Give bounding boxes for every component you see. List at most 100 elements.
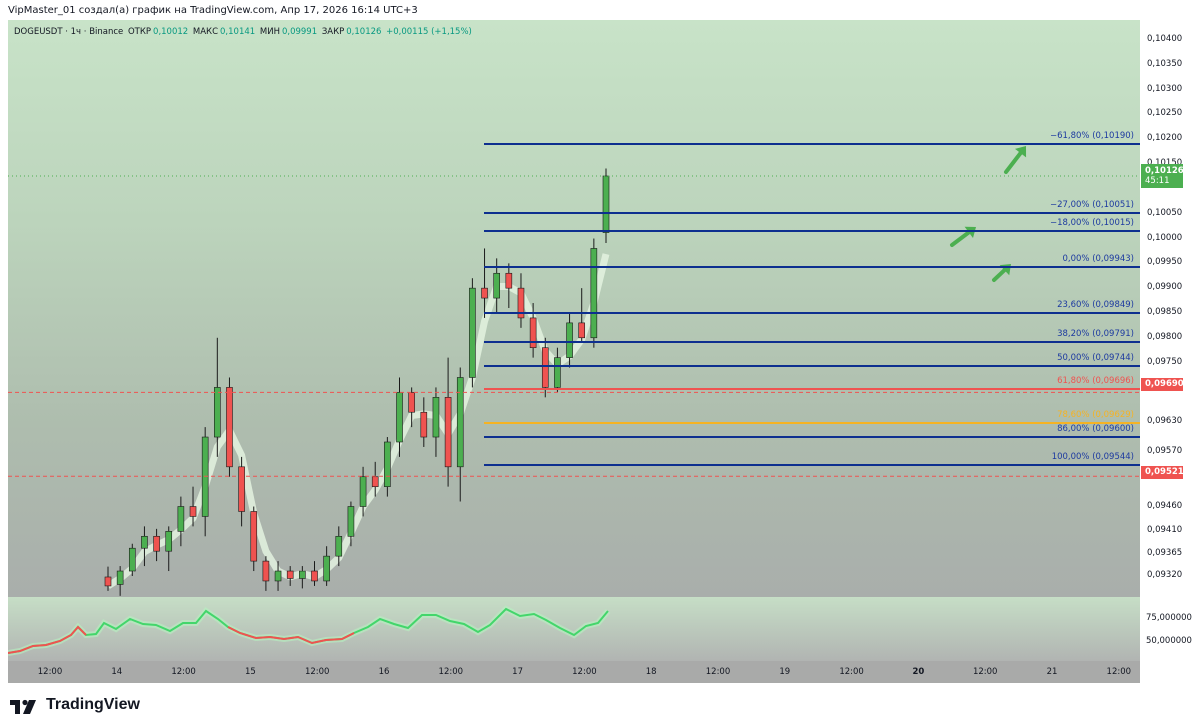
- candle[interactable]: [262, 556, 270, 591]
- tradingview-logo-icon: [10, 699, 36, 714]
- candle[interactable]: [444, 357, 452, 487]
- time-axis-label: 20: [912, 667, 925, 677]
- fib-level-line[interactable]: [484, 364, 1140, 367]
- price-axis-label: 0,09630: [1147, 416, 1183, 427]
- candle[interactable]: [469, 278, 476, 388]
- fib-level-label: −27,00% (0,10051): [1049, 200, 1134, 211]
- candle[interactable]: [104, 566, 112, 591]
- price-axis-label: 0,09750: [1147, 356, 1183, 367]
- fib-level-line[interactable]: [484, 212, 1140, 215]
- price-axis-label: 0,10150: [1147, 158, 1182, 168]
- price-axis-label: 0,10350: [1147, 58, 1183, 69]
- time-axis-label: 14: [111, 667, 123, 677]
- candle[interactable]: [505, 263, 513, 308]
- symbol-name[interactable]: DOGEUSDT · 1ч · Binance: [14, 27, 124, 37]
- time-axis-label: 12:00: [1106, 667, 1132, 677]
- candle[interactable]: [165, 526, 173, 572]
- high-value: 0,10141: [220, 27, 256, 37]
- fib-level-line[interactable]: [484, 265, 1140, 268]
- candle[interactable]: [201, 427, 209, 537]
- price-axis-label: 0,09320: [1147, 570, 1183, 580]
- candle[interactable]: [177, 496, 185, 547]
- candle[interactable]: [250, 506, 258, 572]
- fib-level-label: 61,80% (0,09696): [1057, 376, 1134, 387]
- price-axis-label: 0,09460: [1147, 500, 1183, 511]
- candle[interactable]: [335, 526, 343, 567]
- close-label: ЗАКР: [321, 27, 345, 37]
- oscillator-line[interactable]: [8, 607, 609, 654]
- time-axis-label: 12:00: [972, 667, 998, 677]
- candle[interactable]: [590, 238, 598, 348]
- fib-level-label: 23,60% (0,09849): [1057, 300, 1134, 311]
- price-axis-label: 0,10200: [1147, 133, 1183, 144]
- candle[interactable]: [116, 566, 124, 596]
- oscillator-level-75: 75,000000: [1146, 613, 1192, 623]
- candle[interactable]: [153, 528, 160, 562]
- open-label: ОТКР: [127, 27, 152, 37]
- bar-countdown: 45:11: [1145, 176, 1170, 186]
- oscillator-svg[interactable]: [8, 597, 1140, 661]
- high-label: МАКС: [192, 27, 219, 37]
- candle[interactable]: [214, 337, 221, 457]
- time-axis-label: 12:00: [572, 667, 597, 677]
- candle[interactable]: [141, 526, 148, 567]
- time-axis-label: 12:00: [839, 667, 864, 677]
- candle[interactable]: [347, 501, 355, 547]
- price-axis-label: 0,10400: [1147, 34, 1183, 44]
- price-axis-label: 0,10250: [1147, 108, 1183, 119]
- price-axis-label: 0,09950: [1147, 257, 1183, 268]
- fib-level-label: 0,00% (0,09943): [1062, 253, 1135, 264]
- candle[interactable]: [481, 248, 488, 318]
- candle[interactable]: [456, 367, 464, 502]
- fib-level-line[interactable]: [484, 463, 1140, 466]
- candle[interactable]: [432, 387, 440, 457]
- time-axis[interactable]: 12:00 14 12:00 15 12:00 16 12:00 17 12:00 18 12:00…: [8, 661, 1140, 683]
- price-axis-label: 0,09365: [1147, 547, 1183, 558]
- time-axis-label: 12:00: [304, 667, 330, 677]
- candle[interactable]: [408, 387, 415, 428]
- candle[interactable]: [517, 273, 525, 328]
- candle[interactable]: [323, 546, 330, 586]
- candle[interactable]: [311, 561, 318, 586]
- time-axis-label: 16: [378, 667, 390, 677]
- candle[interactable]: [529, 303, 537, 358]
- candle[interactable]: [274, 561, 282, 591]
- candle[interactable]: [238, 456, 245, 527]
- candle[interactable]: [541, 337, 549, 398]
- candle[interactable]: [420, 397, 428, 447]
- fib-level-line[interactable]: [484, 388, 1140, 391]
- candle[interactable]: [359, 466, 367, 517]
- fib-level-label: 50,00% (0,09744): [1057, 352, 1134, 363]
- candle[interactable]: [384, 437, 391, 497]
- time-axis-label: 15: [244, 667, 256, 677]
- time-axis-label: 19: [779, 667, 791, 677]
- open-value: 0,10012: [153, 27, 189, 37]
- price-chart-panel[interactable]: [8, 20, 1140, 597]
- price-axis-label: 0,09570: [1147, 445, 1183, 456]
- candle[interactable]: [566, 312, 573, 368]
- price-axis[interactable]: 0,10400 0,10350 0,10300 0,10250 0,10200 0,101…: [1140, 20, 1191, 661]
- fib-level-line[interactable]: [484, 341, 1140, 344]
- fib-level-label: 78,60% (0,09629): [1057, 409, 1134, 420]
- fib-level-line[interactable]: [484, 143, 1140, 146]
- price-chart-svg[interactable]: [8, 20, 1140, 597]
- candle[interactable]: [226, 377, 233, 477]
- candle[interactable]: [554, 347, 561, 393]
- arrow-annotation[interactable]: [950, 226, 976, 247]
- candle[interactable]: [128, 543, 136, 576]
- fib-level-label: −18,00% (0,10015): [1049, 218, 1134, 229]
- fib-level-label: 38,20% (0,09791): [1057, 329, 1134, 340]
- oscillator-panel[interactable]: [8, 597, 1140, 661]
- fib-level-line[interactable]: [484, 312, 1140, 315]
- price-axis-label: 0,10050: [1147, 207, 1183, 218]
- fib-level-label: −61,80% (0,10190): [1049, 131, 1134, 142]
- candle[interactable]: [578, 288, 586, 343]
- candle[interactable]: [189, 486, 197, 527]
- arrow-annotation[interactable]: [1004, 146, 1027, 174]
- fib-level-line[interactable]: [484, 230, 1140, 233]
- candle[interactable]: [286, 566, 294, 586]
- fib-level-line[interactable]: [484, 436, 1140, 439]
- fib-level-line[interactable]: [484, 421, 1140, 424]
- candle[interactable]: [396, 377, 403, 457]
- candle[interactable]: [299, 566, 306, 589]
